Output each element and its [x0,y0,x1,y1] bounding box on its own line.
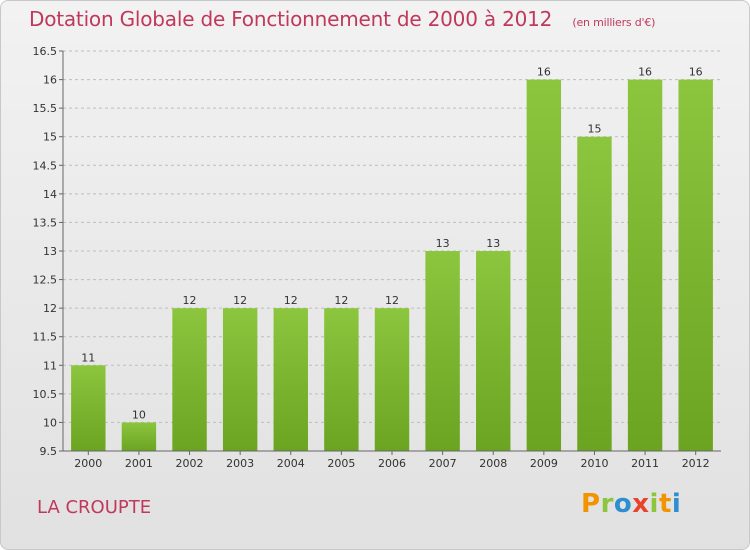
logo-letter-i2: i [671,489,682,519]
y-tick-label: 16 [43,74,57,87]
logo-letter-x: x [632,489,650,519]
data-label-2011: 16 [638,66,652,79]
data-label-2010: 15 [587,123,601,136]
bar-2010 [577,136,612,451]
y-tick-label: 10.5 [33,388,58,401]
x-tick-label-2005: 2005 [327,457,355,470]
y-tick-label: 13 [43,245,57,258]
bar-2011 [627,79,663,452]
x-tick-label-2010: 2010 [580,457,608,470]
y-tick-label: 11 [43,359,57,372]
y-tick-label: 14.5 [33,159,58,172]
bar-2000 [71,365,106,451]
data-label-2003: 12 [233,294,247,307]
x-tick-label-2003: 2003 [226,457,254,470]
x-tick-label-2011: 2011 [631,457,659,470]
data-label-2004: 12 [284,294,298,307]
y-tick-label: 12 [43,302,57,315]
data-label-2005: 12 [334,294,348,307]
data-label-2006: 12 [385,294,399,307]
x-tick-label-2008: 2008 [479,457,507,470]
y-tick-label: 14 [43,188,57,201]
logo-letter-r: r [600,489,614,519]
bar-2006 [374,308,410,451]
y-tick-label: 16.5 [33,45,58,58]
x-tick-label-2004: 2004 [277,457,305,470]
data-label-2007: 13 [436,237,450,250]
axis-layer: 9.5 10 10.5 11 11.5 12 12.5 13 13.5 14 14.5 15 15.5 1… [33,45,721,470]
x-tick-label-2002: 2002 [176,457,204,470]
bar-2004 [273,308,308,451]
bar-layer: 11 10 12 12 12 12 12 13 13 16 15 16 16 [71,66,713,452]
bar-2003 [222,308,258,451]
proxiti-logo[interactable]: Proxiti [581,489,681,519]
y-tick-label: 9.5 [40,445,58,458]
bar-2012 [678,79,713,452]
data-label-2012: 16 [689,66,703,79]
bar-2008 [476,251,511,451]
commune-name: LA CROUPTE [37,497,152,518]
y-tick-label: 10 [43,416,57,429]
y-tick-label: 11.5 [33,331,58,344]
bar-2001 [121,422,157,451]
bar-2005 [324,308,359,451]
x-tick-label-2009: 2009 [530,457,558,470]
y-tick-label: 15 [43,131,57,144]
chart-title: Dotation Globale de Fonctionnement de 20… [29,7,655,31]
x-tick-label-2012: 2012 [682,457,710,470]
x-tick-label-2007: 2007 [429,457,457,470]
logo-letter-p: P [581,489,601,519]
bar-2007 [425,251,460,451]
y-tick-label: 15.5 [33,102,58,115]
data-label-2008: 13 [486,237,500,250]
logo-letter-t: t [658,489,672,519]
data-label-2009: 16 [537,66,551,79]
chart-unit-note: (en milliers d'€) [572,16,656,29]
x-tick-label-2006: 2006 [378,457,406,470]
y-tick-label: 12.5 [33,274,58,287]
x-tick-label-2001: 2001 [125,457,153,470]
chart-title-text: Dotation Globale de Fonctionnement de 20… [29,7,553,31]
data-label-2000: 11 [81,351,95,364]
data-label-2001: 10 [132,408,146,421]
bar-2009 [526,79,562,452]
bar-2002 [172,308,207,451]
logo-letter-i: i [649,489,659,519]
logo-letter-o: o [613,489,633,519]
x-tick-label-2000: 2000 [74,457,102,470]
y-tick-label: 13.5 [33,216,58,229]
data-label-2002: 12 [183,294,197,307]
